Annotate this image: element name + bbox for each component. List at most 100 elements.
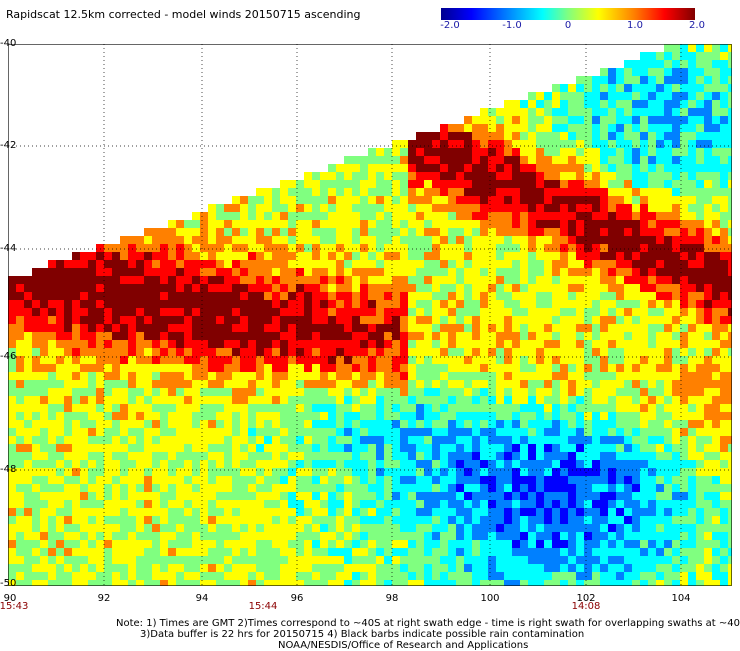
- wind-cell: [352, 476, 360, 484]
- wind-cell: [512, 548, 520, 556]
- wind-cell: [512, 180, 520, 188]
- wind-cell: [392, 372, 400, 380]
- wind-cell: [376, 500, 384, 508]
- wind-cell: [264, 404, 272, 412]
- wind-cell: [272, 420, 280, 428]
- wind-cell: [640, 140, 648, 148]
- wind-cell: [232, 372, 240, 380]
- wind-cell: [440, 212, 448, 220]
- wind-cell: [568, 388, 576, 396]
- wind-cell: [344, 556, 352, 564]
- wind-cell: [528, 164, 536, 172]
- wind-cell: [632, 516, 640, 524]
- wind-cell: [464, 252, 472, 260]
- wind-cell: [376, 580, 384, 586]
- wind-cell: [248, 532, 256, 540]
- wind-cell: [520, 516, 528, 524]
- wind-cell: [48, 404, 56, 412]
- wind-cell: [256, 268, 264, 276]
- wind-cell: [408, 220, 416, 228]
- wind-cell: [40, 364, 48, 372]
- wind-cell: [624, 356, 632, 364]
- wind-cell: [408, 452, 416, 460]
- wind-cell: [272, 220, 280, 228]
- wind-cell: [440, 148, 448, 156]
- wind-cell: [416, 236, 424, 244]
- wind-cell: [312, 548, 320, 556]
- wind-cell: [328, 436, 336, 444]
- wind-cell: [632, 492, 640, 500]
- wind-cell: [488, 212, 496, 220]
- wind-cell: [704, 332, 712, 340]
- wind-cell: [352, 164, 360, 172]
- wind-cell: [88, 532, 96, 540]
- wind-cell: [24, 324, 32, 332]
- wind-cell: [216, 524, 224, 532]
- wind-cell: [136, 452, 144, 460]
- wind-cell: [696, 164, 704, 172]
- wind-cell: [8, 564, 16, 572]
- lon-label: 100: [480, 593, 500, 604]
- wind-cell: [552, 260, 560, 268]
- wind-cell: [664, 148, 672, 156]
- wind-cell: [624, 108, 632, 116]
- wind-cell: [688, 372, 696, 380]
- wind-cell: [704, 68, 712, 76]
- wind-cell: [680, 428, 688, 436]
- wind-cell: [232, 324, 240, 332]
- wind-cell: [712, 68, 720, 76]
- wind-cell: [696, 188, 704, 196]
- wind-cell: [576, 452, 584, 460]
- wind-cell: [464, 324, 472, 332]
- wind-cell: [312, 500, 320, 508]
- wind-cell: [536, 372, 544, 380]
- wind-cell: [656, 500, 664, 508]
- wind-cell: [440, 500, 448, 508]
- wind-cell: [376, 300, 384, 308]
- wind-cell: [80, 300, 88, 308]
- wind-cell: [104, 324, 112, 332]
- wind-cell: [672, 476, 680, 484]
- wind-cell: [616, 500, 624, 508]
- wind-cell: [680, 356, 688, 364]
- wind-cell: [408, 428, 416, 436]
- wind-cell: [440, 340, 448, 348]
- wind-cell: [360, 332, 368, 340]
- wind-cell: [232, 276, 240, 284]
- wind-cell: [360, 468, 368, 476]
- wind-cell: [368, 276, 376, 284]
- wind-cell: [400, 452, 408, 460]
- wind-cell: [88, 444, 96, 452]
- wind-cell: [104, 548, 112, 556]
- wind-cell: [616, 100, 624, 108]
- wind-cell: [464, 572, 472, 580]
- wind-cell: [208, 460, 216, 468]
- wind-cell: [96, 364, 104, 372]
- wind-cell: [336, 324, 344, 332]
- wind-cell: [424, 356, 432, 364]
- wind-cell: [176, 316, 184, 324]
- wind-cell: [96, 372, 104, 380]
- wind-cell: [232, 340, 240, 348]
- wind-cell: [544, 196, 552, 204]
- wind-cell: [720, 140, 728, 148]
- wind-cell: [728, 372, 732, 380]
- wind-cell: [672, 212, 680, 220]
- wind-cell: [488, 492, 496, 500]
- wind-cell: [552, 356, 560, 364]
- wind-cell: [400, 220, 408, 228]
- wind-cell: [32, 436, 40, 444]
- wind-cell: [544, 412, 552, 420]
- wind-cell: [504, 380, 512, 388]
- wind-cell: [184, 508, 192, 516]
- wind-cell: [688, 348, 696, 356]
- wind-cell: [288, 452, 296, 460]
- wind-cell: [440, 268, 448, 276]
- wind-cell: [448, 300, 456, 308]
- wind-cell: [712, 308, 720, 316]
- wind-cell: [368, 460, 376, 468]
- wind-cell: [104, 316, 112, 324]
- wind-cell: [456, 436, 464, 444]
- wind-cell: [240, 356, 248, 364]
- wind-cell: [704, 164, 712, 172]
